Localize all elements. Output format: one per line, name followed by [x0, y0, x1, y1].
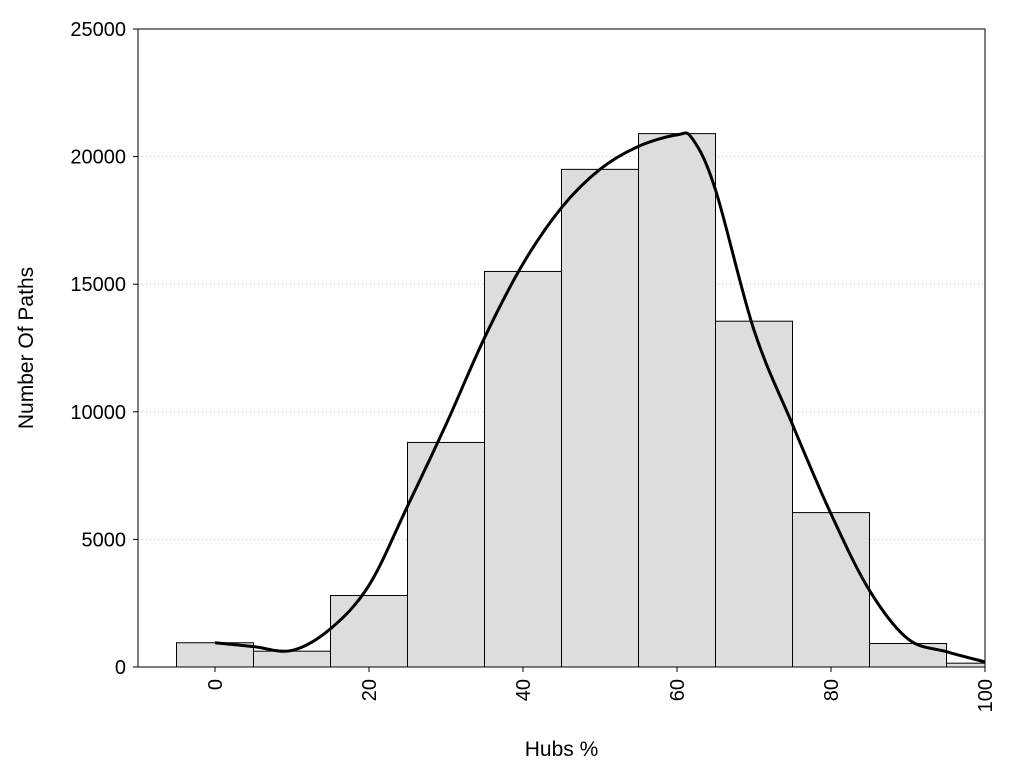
histogram-bar [330, 595, 408, 668]
x-tick-label: 40 [513, 679, 535, 701]
histogram-bar [792, 512, 870, 668]
x-tick-label: 80 [821, 679, 843, 701]
histogram-bar [407, 441, 485, 668]
density-curve-line [214, 131, 986, 664]
y-tick-label: 5000 [82, 529, 127, 551]
histogram-bar [561, 168, 639, 668]
histogram-bar [869, 643, 947, 668]
bars [176, 133, 986, 668]
x-tick-label: 0 [205, 679, 227, 690]
y-tick-label: 10000 [70, 402, 126, 424]
y-tick-label: 20000 [70, 147, 126, 169]
density-curve [214, 131, 986, 664]
histogram-bar [638, 133, 716, 668]
histogram-bar [946, 662, 986, 668]
y-axis-ticks: 0 5000 10000 15000 20000 25000 [70, 19, 138, 679]
x-tick-label: 60 [667, 679, 689, 701]
plot-frame [137, 28, 986, 668]
y-tick-label: 25000 [70, 19, 126, 41]
x-axis-ticks: 0 20 40 60 80 100 [205, 667, 997, 712]
x-tick-label: 100 [975, 679, 997, 712]
histogram-bar [253, 650, 331, 668]
histogram-bar [715, 320, 793, 668]
y-tick-label: 0 [115, 657, 126, 679]
x-axis-title: Hubs % [525, 738, 599, 761]
histogram-bar [484, 270, 562, 668]
y-tick-label: 15000 [70, 274, 126, 296]
y-axis-title: Number Of Paths [15, 267, 38, 429]
x-tick-label: 20 [359, 679, 381, 701]
